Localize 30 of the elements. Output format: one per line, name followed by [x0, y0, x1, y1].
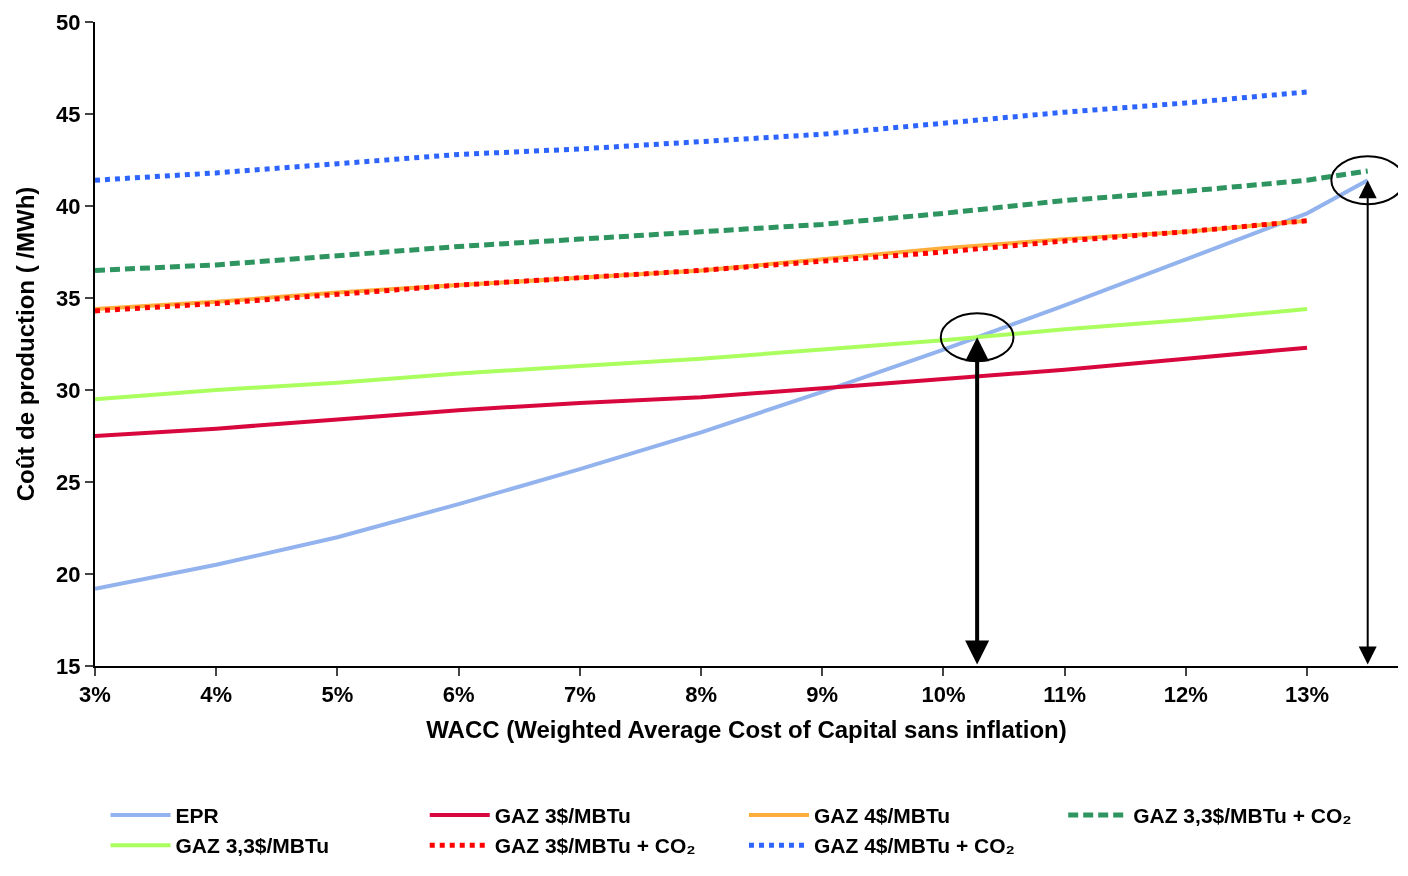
y-axis-title: Coût de production ( /MWh)	[11, 186, 39, 502]
x-tick-label: 7%	[563, 682, 596, 708]
x-tick-label: 12%	[1163, 682, 1208, 708]
legend-label: EPR	[175, 804, 219, 828]
y-tick-label: 40	[56, 193, 81, 219]
y-tick-label: 30	[56, 377, 81, 403]
x-tick-label: 11%	[1043, 682, 1087, 708]
y-tick-label: 35	[56, 285, 81, 311]
y-tick-label: 45	[56, 101, 81, 127]
line-series	[95, 345, 1310, 438]
legend-label: GAZ 3,3$/MBTu + CO₂	[1133, 804, 1352, 828]
x-axis-title: WACC (Weighted Average Cost of Capital sans inflation)	[426, 716, 1067, 744]
legend-label: GAZ 3$/MBTu + CO₂	[494, 834, 696, 858]
legend-label: GAZ 4$/MBTu	[813, 804, 951, 828]
y-tick-label: 25	[56, 469, 81, 495]
y-tick-label: 15	[56, 653, 81, 679]
x-tick-label: 4%	[200, 682, 233, 708]
x-tick-label: 9%	[806, 682, 839, 708]
x-tick-label: 13%	[1285, 682, 1330, 708]
line-series	[95, 307, 1310, 402]
x-tick-label: 8%	[685, 682, 717, 708]
x-tick-label: 5%	[321, 682, 354, 708]
y-tick-label: 50	[56, 9, 81, 35]
x-tick-label: 10%	[921, 682, 966, 708]
legend-label: GAZ 3$/MBTu	[494, 804, 631, 828]
legend-label: GAZ 3,3$/MBTu	[175, 834, 330, 858]
x-tick-label: 6%	[442, 682, 475, 708]
x-tick-label: 3%	[79, 682, 111, 708]
y-tick-label: 20	[56, 561, 81, 587]
legend-label: GAZ 4$/MBTu + CO₂	[813, 834, 1015, 858]
